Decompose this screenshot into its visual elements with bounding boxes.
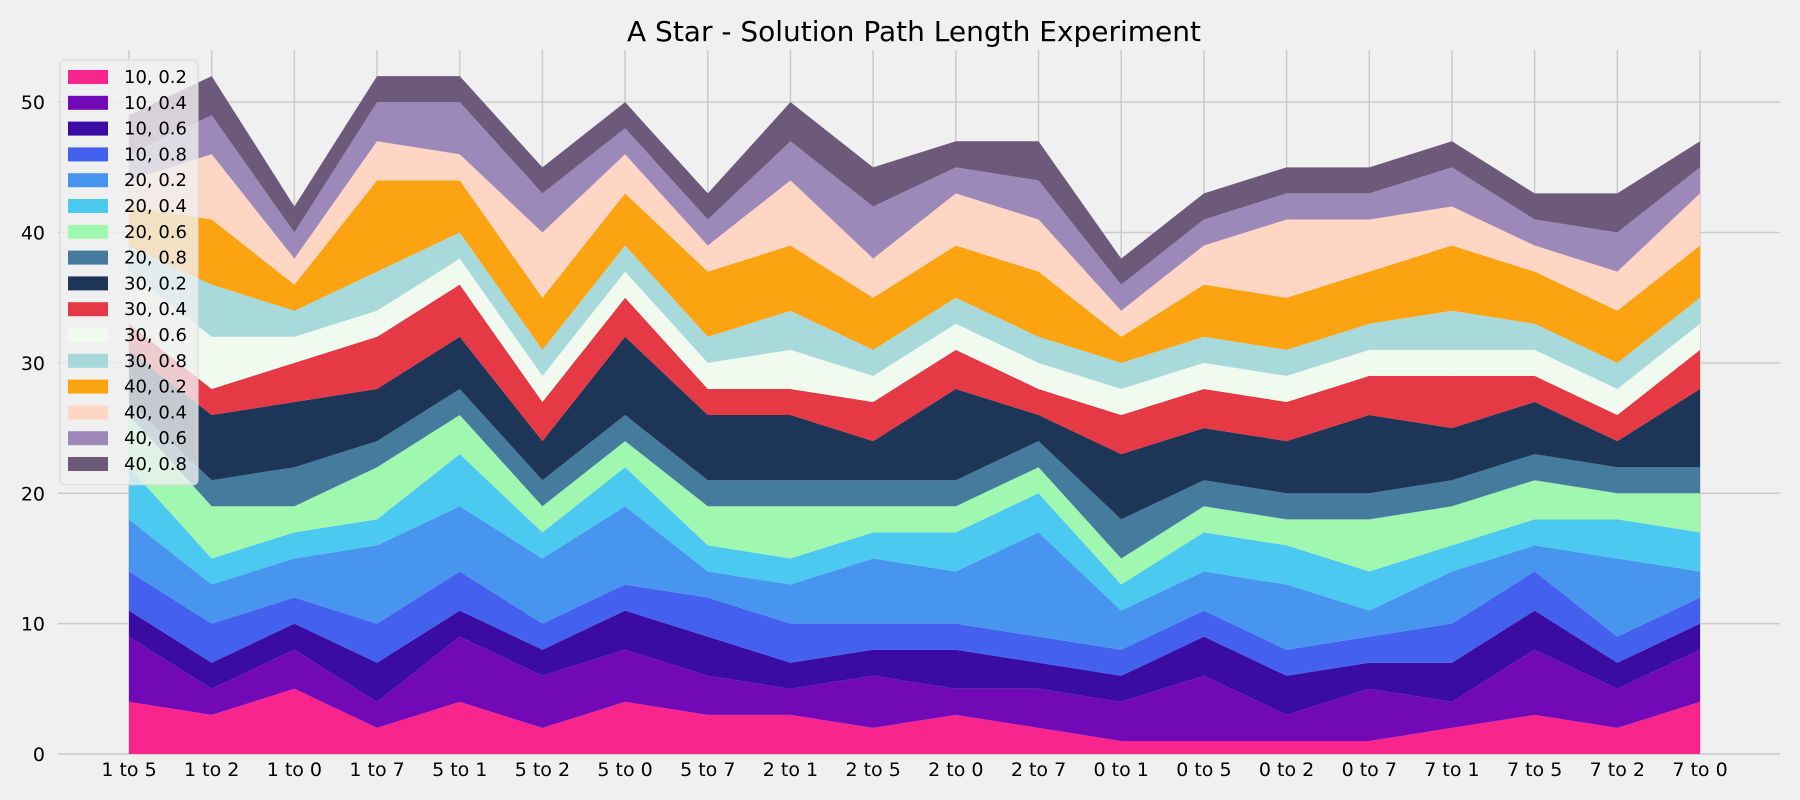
x-tick-label: 1 to 0 (267, 759, 322, 781)
legend-swatch (68, 250, 108, 265)
x-tick-label: 2 to 5 (845, 759, 900, 781)
chart-title: A Star - Solution Path Length Experiment (627, 15, 1201, 48)
legend-swatch (68, 95, 108, 110)
legend-swatch (68, 173, 108, 188)
x-tick-label: 7 to 1 (1424, 759, 1479, 781)
x-tick-label: 1 to 7 (349, 759, 404, 781)
area-series-30-0-2 (129, 336, 1700, 520)
area-series-40-0-4 (129, 141, 1700, 337)
legend-label: 10, 0.6 (124, 119, 187, 140)
legend-label: 30, 0.2 (124, 273, 187, 294)
legend-label: 20, 0.4 (124, 196, 187, 217)
legend-swatch (68, 457, 108, 471)
x-tick-label: 1 to 2 (184, 759, 239, 781)
legend-swatch (68, 302, 108, 317)
legend-swatch (68, 199, 108, 213)
legend-label: 20, 0.2 (124, 170, 187, 191)
legend-label: 10, 0.8 (124, 144, 187, 165)
legend-label: 20, 0.6 (124, 222, 187, 243)
area-series-20-0-6 (129, 415, 1700, 585)
area-series-30-0-8 (129, 232, 1700, 389)
area-series-10-0-6 (129, 610, 1700, 715)
x-tick-label: 0 to 7 (1342, 759, 1397, 781)
legend-label: 40, 0.2 (124, 377, 187, 398)
x-tick-label: 5 to 0 (597, 759, 652, 781)
y-tick-label: 30 (21, 353, 45, 375)
y-tick-label: 40 (21, 223, 45, 245)
legend-label: 30, 0.6 (124, 325, 187, 346)
area-series-10-0-2 (129, 688, 1700, 754)
legend-swatch (68, 379, 108, 394)
area-series-10-0-4 (129, 636, 1700, 741)
x-tick-label: 2 to 0 (928, 759, 983, 781)
legend-swatch (68, 276, 108, 291)
legend-label: 40, 0.4 (124, 402, 187, 423)
legend-label: 40, 0.8 (124, 454, 187, 475)
legend-swatch (68, 121, 108, 136)
legend-label: 30, 0.4 (124, 299, 187, 320)
y-tick-label: 10 (21, 614, 45, 636)
legend-swatch (68, 224, 108, 239)
x-tick-label: 1 to 5 (101, 759, 156, 781)
y-tick-label: 50 (21, 92, 45, 114)
legend-label: 30, 0.8 (124, 351, 187, 372)
y-tick-label: 20 (21, 483, 45, 505)
x-tick-label: 7 to 5 (1507, 759, 1562, 781)
legend-label: 40, 0.6 (124, 428, 187, 449)
y-tick-label: 0 (33, 744, 45, 766)
x-tick-label: 2 to 7 (1011, 759, 1066, 781)
legend-swatch (68, 147, 108, 162)
legend-label: 10, 0.4 (124, 93, 187, 114)
axis-ticks: 0 10 20 30 40 50 1 to 5 1 to 2 1 to 0 1 to 7 5 to … (21, 92, 1728, 781)
x-tick-label: 0 to 2 (1259, 759, 1314, 781)
area-series-30-0-6 (129, 258, 1700, 416)
x-tick-label: 7 to 0 (1672, 759, 1727, 781)
area-series-40-0-6 (129, 102, 1700, 311)
legend: 10, 0.2 10, 0.4 10, 0.6 10, 0.8 20, 0.2 20, 0… (59, 59, 199, 486)
legend-label: 10, 0.2 (124, 67, 187, 88)
legend-swatch (68, 405, 108, 420)
legend-label: 20, 0.8 (124, 248, 187, 269)
area-series-20-0-8 (129, 388, 1700, 559)
legend-swatch (68, 353, 108, 368)
x-tick-label: 5 to 2 (515, 759, 570, 781)
x-tick-label: 2 to 1 (763, 759, 818, 781)
legend-swatch (68, 328, 108, 342)
legend-swatch (68, 70, 108, 84)
x-tick-label: 0 to 5 (1176, 759, 1231, 781)
x-tick-label: 5 to 7 (680, 759, 735, 781)
legend-swatch (68, 431, 108, 446)
x-tick-label: 7 to 2 (1590, 759, 1645, 781)
area-layers (129, 76, 1700, 754)
area-series-30-0-4 (129, 284, 1700, 455)
x-tick-label: 0 to 1 (1094, 759, 1149, 781)
legend-box (59, 59, 199, 486)
x-tick-label: 5 to 1 (432, 759, 487, 781)
area-series-40-0-8 (129, 76, 1700, 285)
area-series-20-0-2 (129, 506, 1700, 650)
